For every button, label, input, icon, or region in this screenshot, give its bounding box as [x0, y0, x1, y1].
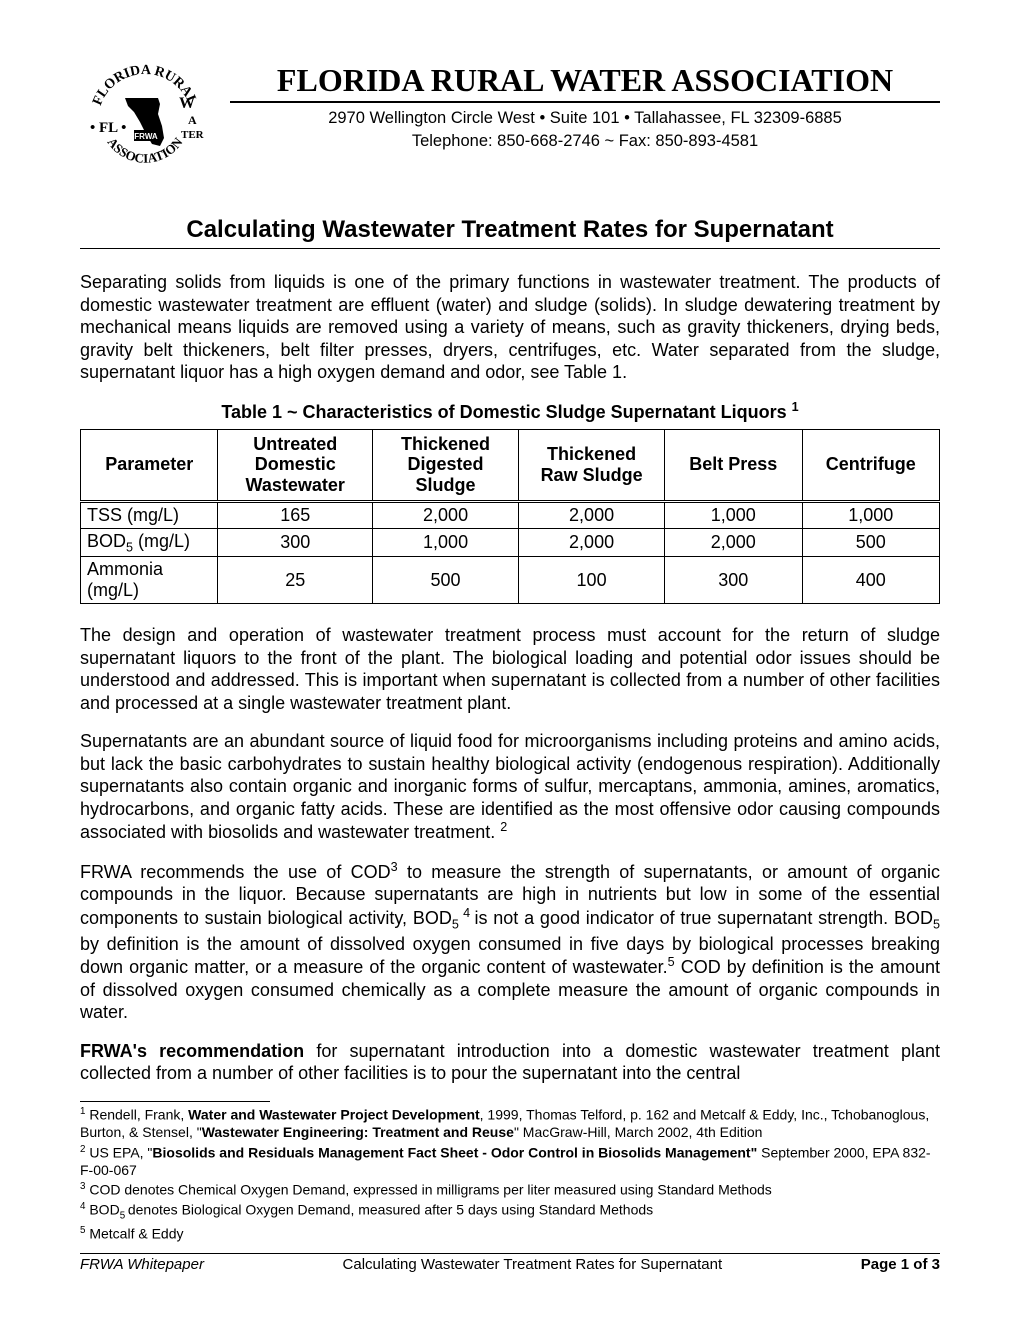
footnote-2: 2 US EPA, "Biosolids and Residuals Manag…	[80, 1144, 940, 1180]
table1-caption-text: Table 1 ~ Characteristics of Domestic Sl…	[221, 402, 791, 422]
bod-subscript-5: 5	[452, 917, 459, 931]
footnote-separator	[80, 1101, 270, 1102]
table1-cell: 500	[373, 557, 519, 604]
table1-header-row: Parameter UntreatedDomesticWastewater Th…	[81, 429, 940, 501]
svg-text:W: W	[179, 95, 195, 112]
footnotes: 1 Rendell, Frank, Water and Wastewater P…	[80, 1106, 940, 1243]
table1-col-centrifuge: Centrifuge	[802, 429, 939, 501]
svg-text:• FL •: • FL •	[90, 120, 126, 136]
paragraph-recommendation: FRWA's recommendation for supernatant in…	[80, 1040, 940, 1085]
org-phone: Telephone: 850-668-2746 ~ Fax: 850-893-4…	[230, 132, 940, 151]
table1-cell: 2,000	[373, 501, 519, 528]
table1-cell: 500	[802, 528, 939, 557]
table1-cell: 25	[218, 557, 373, 604]
table1-col-thickened-digested: ThickenedDigestedSludge	[373, 429, 519, 501]
table1-col-untreated: UntreatedDomesticWastewater	[218, 429, 373, 501]
org-name: FLORIDA RURAL WATER ASSOCIATION	[230, 62, 940, 103]
svg-text:TER: TER	[181, 129, 205, 141]
table1-cell: 165	[218, 501, 373, 528]
table1-row-label: Ammonia (mg/L)	[81, 557, 218, 604]
footnote-ref-2: 2	[500, 820, 507, 834]
table1-cell: 300	[218, 528, 373, 557]
table1-cell: 2,000	[519, 501, 665, 528]
table1: Parameter UntreatedDomesticWastewater Th…	[80, 429, 940, 605]
bod-subscript-5b: 5	[933, 917, 940, 931]
table1-cell: 400	[802, 557, 939, 604]
page-footer: FRWA Whitepaper Calculating Wastewater T…	[80, 1256, 940, 1273]
footer-right: Page 1 of 3	[861, 1256, 940, 1273]
org-address: 2970 Wellington Circle West • Suite 101 …	[230, 109, 940, 128]
footnote-1: 1 Rendell, Frank, Water and Wastewater P…	[80, 1106, 940, 1142]
table-row: BOD5 (mg/L)3001,0002,0002,000500	[81, 528, 940, 557]
table1-col-thickened-raw: ThickenedRaw Sludge	[519, 429, 665, 501]
footnote-ref-3: 3	[391, 860, 398, 874]
paragraph-intro: Separating solids from liquids is one of…	[80, 271, 940, 384]
footnote-5: 5 Metcalf & Eddy	[80, 1225, 940, 1243]
svg-text:A: A	[188, 113, 197, 127]
paragraph-design: The design and operation of wastewater t…	[80, 624, 940, 714]
footer-left: FRWA Whitepaper	[80, 1256, 204, 1273]
table1-cell: 1,000	[802, 501, 939, 528]
table1-row-label: BOD5 (mg/L)	[81, 528, 218, 557]
table1-col-parameter: Parameter	[81, 429, 218, 501]
table1-cell: 300	[665, 557, 802, 604]
footer-center: Calculating Wastewater Treatment Rates f…	[343, 1256, 723, 1273]
header-text-block: FLORIDA RURAL WATER ASSOCIATION 2970 Wel…	[230, 56, 940, 151]
table-row: TSS (mg/L)1652,0002,0001,0001,000	[81, 501, 940, 528]
footnote-3: 3 COD denotes Chemical Oxygen Demand, ex…	[80, 1181, 940, 1199]
frwa-logo: FLORIDA RURAL ASSOCIATION • FL • W A TER…	[80, 56, 210, 186]
paragraph-cod-bod: FRWA recommends the use of COD3 to measu…	[80, 860, 940, 1024]
document-header: FLORIDA RURAL ASSOCIATION • FL • W A TER…	[80, 56, 940, 186]
table1-row-label: TSS (mg/L)	[81, 501, 218, 528]
svg-text:FRWA: FRWA	[134, 132, 158, 141]
table1-caption-superscript: 1	[792, 400, 799, 414]
table-row: Ammonia (mg/L)25500100300400	[81, 557, 940, 604]
table1-col-beltpress: Belt Press	[665, 429, 802, 501]
table1-caption: Table 1 ~ Characteristics of Domestic Sl…	[80, 400, 940, 423]
page: FLORIDA RURAL ASSOCIATION • FL • W A TER…	[0, 0, 1020, 1320]
table1-cell: 1,000	[373, 528, 519, 557]
table1-cell: 2,000	[665, 528, 802, 557]
footnote-ref-4: 4	[459, 906, 475, 920]
footnote-ref-5: 5	[668, 955, 675, 969]
page-footer-separator	[80, 1253, 940, 1254]
table1-cell: 2,000	[519, 528, 665, 557]
footnote-4: 4 BOD5 denotes Biological Oxygen Demand,…	[80, 1201, 940, 1223]
document-title: Calculating Wastewater Treatment Rates f…	[80, 216, 940, 249]
table1-cell: 1,000	[665, 501, 802, 528]
table1-cell: 100	[519, 557, 665, 604]
paragraph-supernatants: Supernatants are an abundant source of l…	[80, 730, 940, 844]
